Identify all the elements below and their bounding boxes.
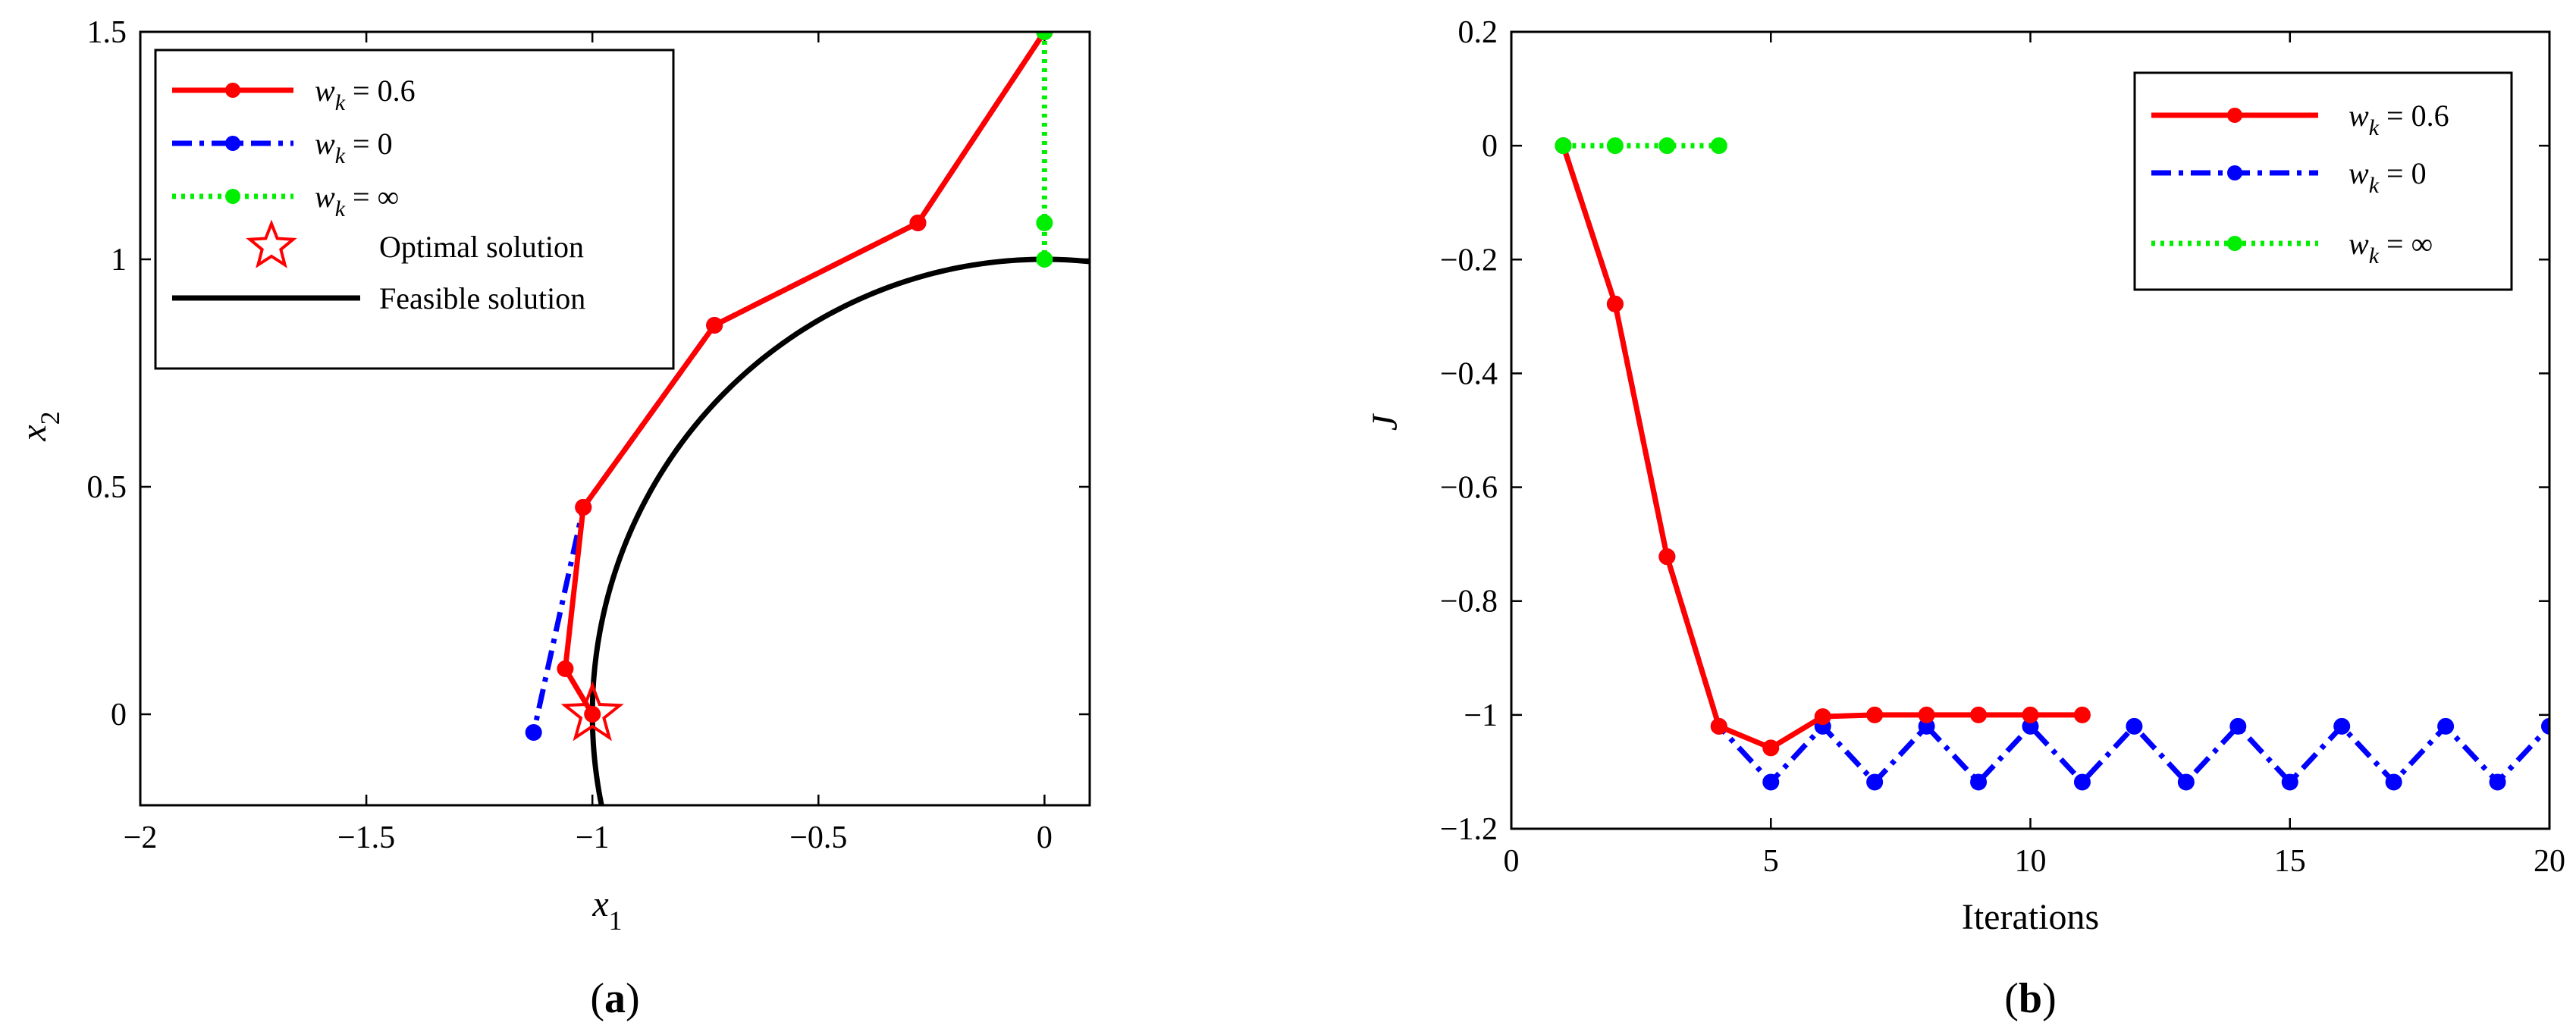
series-0-point bbox=[1918, 706, 1935, 723]
series-0-point bbox=[557, 660, 574, 677]
series-2-point bbox=[1036, 215, 1053, 231]
panel-label: (a) bbox=[590, 975, 639, 1022]
series-0-point bbox=[575, 499, 592, 516]
x-tick-label: −2 bbox=[124, 820, 158, 855]
feasible-solution-curve bbox=[589, 256, 1090, 805]
series-2-point bbox=[1658, 137, 1676, 155]
legend-marker-1 bbox=[2227, 165, 2242, 180]
series-1-point bbox=[2333, 717, 2351, 735]
legend-marker-1 bbox=[225, 136, 240, 151]
legend: wk = 0.6 wk = 0 wk = ∞ Optimal solution Feasibl… bbox=[154, 49, 675, 370]
plot-area bbox=[1555, 137, 2549, 791]
series-line-1 bbox=[531, 32, 1047, 733]
optimal-solution-star bbox=[560, 681, 624, 742]
legend-label: wk = 0 bbox=[315, 127, 393, 168]
y-tick-label: −1 bbox=[1464, 698, 1498, 733]
series-0-point bbox=[1762, 739, 1780, 757]
legend-label: wk = 0 bbox=[2349, 156, 2427, 198]
series-0-point bbox=[2022, 706, 2039, 723]
x-axis-label: Iterations bbox=[1962, 897, 2099, 937]
series-1-point bbox=[1762, 773, 1780, 791]
y-tick-label: 0 bbox=[111, 698, 127, 732]
y-tick-label: 1.5 bbox=[87, 15, 127, 50]
series-line-1 bbox=[1561, 145, 2549, 785]
x-tick-label: 0 bbox=[1504, 844, 1520, 879]
series-2-point bbox=[1036, 32, 1053, 40]
x-tick-label: 15 bbox=[2274, 844, 2306, 879]
y-tick-label: −0.4 bbox=[1440, 356, 1498, 391]
x-tick-label: 10 bbox=[2015, 844, 2047, 879]
plot-frame bbox=[139, 30, 1091, 807]
series-1-point bbox=[2489, 773, 2506, 791]
series-1-point bbox=[2385, 773, 2402, 791]
y-tick-label: 1 bbox=[111, 243, 127, 278]
series-1-point bbox=[2281, 773, 2298, 791]
x-tick-label: 5 bbox=[1763, 844, 1779, 879]
cost-chart: 0 5 10 15 20 −1.2 −1 −0.8 −0.6 −0.4 −0.2 0 0.2 Iterat… bbox=[1365, 15, 2565, 1022]
series-1-point bbox=[2437, 717, 2455, 735]
legend-box bbox=[2133, 71, 2513, 291]
legend-marker-0 bbox=[2227, 108, 2242, 123]
legend-label: wk = ∞ bbox=[315, 180, 399, 221]
series-1-point bbox=[525, 724, 542, 741]
series-line-0 bbox=[1561, 145, 2082, 751]
x-tick-label: −0.5 bbox=[789, 820, 847, 855]
legend-label: wk = ∞ bbox=[2349, 227, 2433, 268]
legend-box bbox=[154, 49, 675, 370]
y-axis-label: x2 bbox=[14, 411, 65, 441]
series-0-point bbox=[1970, 706, 1988, 723]
series-1-point bbox=[2126, 717, 2143, 735]
series-0-point bbox=[1606, 295, 1624, 312]
series-2-point bbox=[1555, 137, 1572, 155]
y-tick-label: 0.5 bbox=[87, 470, 127, 505]
panel-label: (b) bbox=[2004, 975, 2056, 1022]
y-tick-label: −1.2 bbox=[1440, 812, 1498, 847]
plot-frame bbox=[1510, 30, 2551, 830]
series-0-point bbox=[1866, 706, 1884, 723]
series-0-point bbox=[584, 706, 601, 723]
legend-marker-2 bbox=[2227, 236, 2242, 251]
x-tick-label: −1 bbox=[576, 820, 610, 855]
legend-marker-0 bbox=[225, 83, 240, 98]
series-0-point bbox=[706, 317, 723, 334]
y-tick-label: −0.8 bbox=[1440, 585, 1498, 619]
series-2-point bbox=[1710, 137, 1727, 155]
x-axis-label: x1 bbox=[591, 884, 622, 936]
series-1-point bbox=[2177, 773, 2195, 791]
legend-marker-2 bbox=[225, 189, 240, 204]
legend-label: Feasible solution bbox=[379, 281, 585, 315]
series-0-point bbox=[2073, 706, 2091, 723]
legend-label: wk = 0.6 bbox=[315, 74, 416, 115]
y-tick-label: 0.2 bbox=[1458, 15, 1498, 50]
series-0-point bbox=[909, 215, 927, 231]
x-tick-label: 20 bbox=[2534, 844, 2565, 879]
series-0-point bbox=[1710, 717, 1727, 735]
y-axis-label: J bbox=[1365, 412, 1405, 431]
series-0-point bbox=[1814, 708, 1831, 726]
legend-label: wk = 0.6 bbox=[2349, 99, 2449, 140]
series-1-point bbox=[1970, 773, 1988, 791]
series-0-point bbox=[1658, 548, 1676, 566]
series-1-point bbox=[2541, 717, 2549, 735]
y-tick-label: 0 bbox=[1482, 129, 1498, 164]
legend: wk = 0.6 wk = 0 wk = ∞ bbox=[2133, 71, 2513, 291]
series-1-point bbox=[2073, 773, 2091, 791]
series-2-point bbox=[1036, 251, 1053, 268]
legend-label: Optimal solution bbox=[379, 230, 584, 264]
y-tick-label: −0.2 bbox=[1440, 243, 1498, 278]
series-line-0 bbox=[562, 32, 1047, 716]
series-2-point bbox=[1606, 137, 1624, 155]
y-tick-label: −0.6 bbox=[1440, 471, 1498, 506]
legend-star-marker bbox=[246, 219, 297, 268]
series-1-point bbox=[2229, 717, 2247, 735]
plot-area bbox=[525, 32, 1090, 805]
x-tick-label: −1.5 bbox=[337, 820, 395, 855]
series-1-point bbox=[1866, 773, 1884, 791]
x-tick-label: 0 bbox=[1037, 820, 1053, 855]
